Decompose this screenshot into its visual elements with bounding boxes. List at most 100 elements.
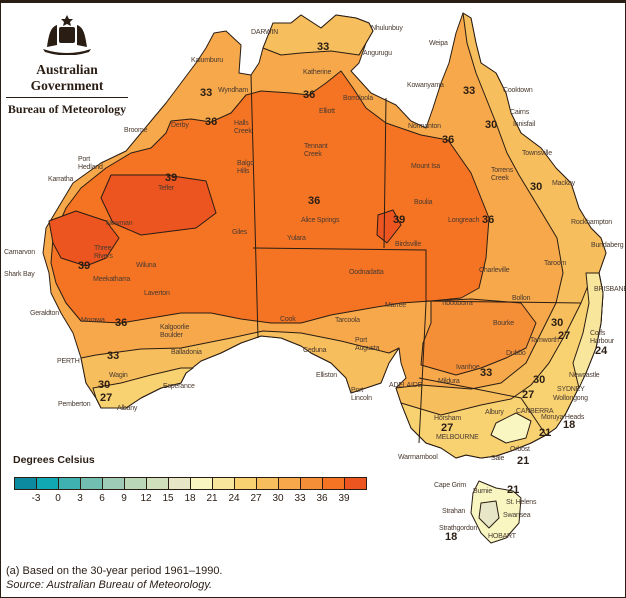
legend-swatch	[81, 478, 103, 489]
isotherm-label: 27	[441, 422, 454, 434]
city-label: CANBERRA	[516, 408, 554, 415]
city-label: Broome	[124, 127, 148, 134]
city-label: Yulara	[287, 235, 306, 242]
footnote: (a) Based on the 30-year period 1961–199…	[6, 565, 223, 577]
logo: Australian Government Bureau of Meteorol…	[6, 13, 128, 117]
city-label: Boulia	[414, 199, 433, 206]
isotherm-label: 18	[445, 531, 458, 543]
city-label: Cook	[280, 316, 296, 323]
city-label: BRISBANE	[594, 286, 626, 293]
city-label: Karratha	[48, 176, 74, 183]
region-21-alps	[490, 412, 532, 444]
isotherm-label: 39	[165, 172, 178, 184]
legend-swatch	[279, 478, 301, 489]
isotherm-label: 30	[485, 119, 498, 131]
legend-swatch	[147, 478, 169, 489]
isotherm-label: 36	[115, 317, 128, 329]
city-label: Carnarvon	[4, 249, 35, 256]
city-label: Telfer	[158, 185, 174, 192]
legend-tick-label: 9	[121, 493, 127, 504]
city-label: Normanton	[408, 123, 441, 130]
city-label: Swansea	[503, 512, 531, 519]
city-label: Port Augusta	[355, 337, 380, 352]
isotherm-label: 30	[98, 379, 111, 391]
isotherm-label: 33	[200, 87, 213, 99]
city-label: Wollongong	[553, 395, 588, 402]
city-label: Balladonia	[171, 349, 202, 356]
city-label: SYDNEY	[557, 386, 585, 393]
city-label: Innisfail	[513, 121, 535, 128]
isotherm-label: 36	[308, 195, 321, 207]
isotherm-label: 39	[78, 260, 91, 272]
isotherm-label: 39	[393, 214, 406, 226]
coat-of-arms-icon	[43, 15, 91, 56]
region-27-southwest	[92, 367, 194, 409]
isotherm-label: 36	[482, 214, 495, 226]
city-label: Charleville	[479, 267, 510, 274]
city-label: Mildura	[438, 378, 460, 385]
legend-tick-label: 0	[55, 493, 61, 504]
city-label: Torrens Creek	[491, 167, 513, 182]
legend-swatch	[59, 478, 81, 489]
legend-tick-label: 33	[294, 493, 306, 504]
isotherm-label: 27	[522, 389, 535, 401]
city-label: Taroom	[544, 260, 567, 267]
isotherm-label: 30	[533, 374, 546, 386]
legend-swatch	[37, 478, 59, 489]
city-label: Katherine	[303, 69, 332, 76]
city-label: Cairns	[510, 109, 530, 116]
agency-title: Bureau of Meteorology	[7, 102, 127, 116]
city-label: Cape Grim	[434, 482, 467, 489]
isotherm-label: 21	[539, 427, 552, 439]
state-borders	[250, 74, 582, 444]
city-label: Newman	[106, 220, 133, 227]
city-label: Balgo Hills	[237, 160, 254, 175]
city-label: Pemberton	[58, 401, 91, 408]
legend-tick-label: 15	[162, 493, 174, 504]
source-note: Source: Australian Bureau of Meteorology…	[6, 579, 213, 591]
city-label: Burnie	[473, 488, 493, 495]
tasmania-18	[478, 500, 500, 529]
city-label: Weipa	[429, 40, 448, 47]
legend-tick-label: 30	[272, 493, 284, 504]
isotherm-label: 33	[107, 350, 120, 362]
isotherm-label: 18	[563, 419, 576, 431]
city-label: Ivanhoe	[456, 364, 480, 371]
city-label: Tarcoola	[335, 317, 360, 324]
city-label: Sale	[491, 455, 505, 462]
city-label: Ceduna	[303, 347, 327, 354]
city-label: Mount Isa	[411, 163, 440, 170]
city-label: Kalumburu	[191, 57, 224, 64]
city-label: Meekatharra	[93, 276, 131, 283]
isotherm-label: 30	[530, 181, 543, 193]
city-label: Elliston	[316, 372, 337, 379]
city-label: Geraldton	[30, 310, 59, 317]
city-label: Nhulunbuy	[371, 25, 403, 32]
legend-swatch	[103, 478, 125, 489]
legend-tick-label: 12	[140, 493, 152, 504]
isotherm-label: 36	[205, 116, 218, 128]
region-30-north	[262, 14, 374, 56]
city-label: Rockhampton	[571, 219, 612, 226]
city-label: PERTH	[57, 358, 80, 365]
isotherm-label: 24	[595, 345, 608, 357]
city-label: Bourke	[493, 320, 514, 327]
city-label: Wyndham	[218, 87, 249, 94]
city-label: MELBOURNE	[436, 434, 479, 441]
city-label: Alice Springs	[301, 217, 340, 224]
city-label: Bollon	[512, 295, 531, 302]
city-label: Marree	[385, 302, 406, 309]
legend-tick-label: 3	[77, 493, 83, 504]
government-title: Australian Government	[6, 62, 128, 98]
city-label: Port Hedland	[78, 156, 103, 171]
isotherm-label: 21	[517, 455, 530, 467]
legend-swatch	[213, 478, 235, 489]
legend-tick-label: 18	[184, 493, 196, 504]
legend-swatch	[257, 478, 279, 489]
legend-tick-label: 36	[316, 493, 328, 504]
city-label: HOBART	[488, 533, 516, 540]
legend-swatch	[345, 478, 366, 489]
city-label: Giles	[232, 229, 247, 236]
region-36	[50, 70, 490, 324]
